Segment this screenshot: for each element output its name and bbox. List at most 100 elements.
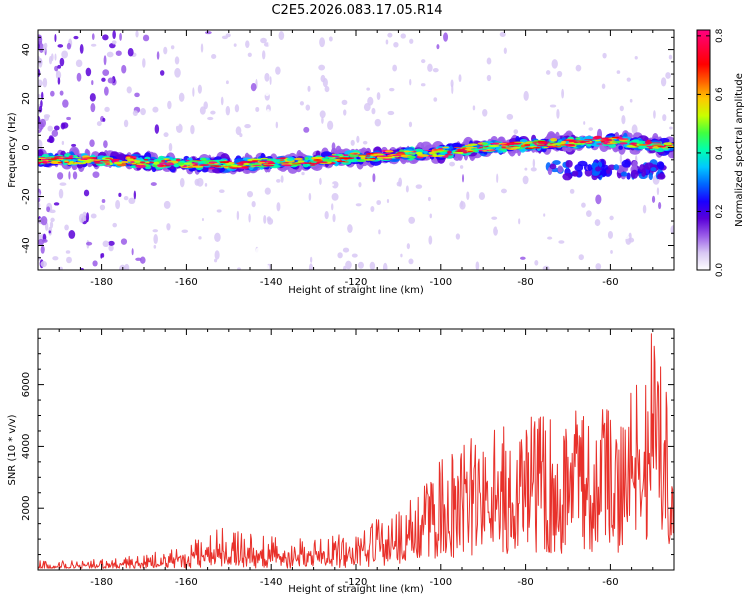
noise-cell xyxy=(92,260,98,267)
noise-cell xyxy=(245,40,250,48)
noise-cell xyxy=(415,235,419,240)
band-cell xyxy=(464,144,473,147)
noise-cell xyxy=(482,108,488,117)
noise-cell xyxy=(96,121,102,127)
band-cell xyxy=(356,159,367,163)
figure-title: C2E5.2026.083.17.05.R14 xyxy=(271,3,442,18)
noise-cell xyxy=(65,250,71,254)
band-cell xyxy=(579,142,587,144)
noise-cell xyxy=(214,258,218,263)
noise-cell xyxy=(42,77,48,88)
noise-cell xyxy=(78,213,85,223)
band-cell xyxy=(632,144,638,146)
band-cell xyxy=(644,140,653,145)
noise-cell xyxy=(228,187,233,192)
noise-cell xyxy=(319,37,325,48)
spectrogram-y-axis-label: Frequency (Hz) xyxy=(7,112,18,188)
band-cell xyxy=(479,144,484,146)
band-cell xyxy=(64,160,69,163)
noise-cell xyxy=(387,110,395,116)
noise-cell xyxy=(264,72,270,82)
noise-cell xyxy=(561,88,565,99)
band-cell xyxy=(521,142,531,144)
snr-y-axis-label: SNR (10 * v/v) xyxy=(7,414,18,485)
spectrogram-y-tick-label: 40 xyxy=(21,43,32,56)
noise-cell xyxy=(275,66,281,75)
noise-cell xyxy=(140,108,146,116)
noise-cell xyxy=(43,114,51,119)
noise-cell xyxy=(218,189,225,193)
noise-cell xyxy=(458,74,462,82)
noise-cell xyxy=(39,118,47,128)
band-cell xyxy=(191,162,199,165)
noise-cell xyxy=(102,69,110,76)
noise-cell xyxy=(342,247,350,253)
band-cell xyxy=(209,165,221,167)
spectrogram-panel: -180 -160 -140 -120 -100 -80 -60 -40 -20 0 20 40 H… xyxy=(7,29,675,296)
band-cell xyxy=(121,160,129,164)
band-branch-cell xyxy=(621,159,631,168)
band-cell xyxy=(585,142,593,144)
noise-cell xyxy=(513,129,519,135)
noise-cell xyxy=(198,236,202,240)
noise-cell xyxy=(558,240,565,244)
noise-cell xyxy=(79,44,84,54)
band-cell xyxy=(51,160,57,163)
noise-cell xyxy=(382,186,385,191)
noise-cell xyxy=(318,64,326,71)
noise-cell xyxy=(607,230,614,239)
band-cell xyxy=(532,147,541,149)
noise-cell xyxy=(86,241,93,246)
band-cell xyxy=(208,167,215,170)
band-cell xyxy=(286,158,294,162)
band-cell xyxy=(600,141,605,143)
noise-cell xyxy=(211,53,217,59)
band-cell xyxy=(152,164,158,168)
noise-cell xyxy=(358,182,362,188)
noise-cell xyxy=(389,87,395,92)
noise-cell xyxy=(102,34,109,41)
noise-cell xyxy=(132,110,138,117)
band-cell xyxy=(288,162,301,164)
noise-cell xyxy=(669,126,673,130)
band-cell xyxy=(84,161,90,163)
band-cell xyxy=(396,151,405,153)
noise-cell xyxy=(317,130,324,137)
noise-cell xyxy=(179,177,185,188)
noise-cell xyxy=(168,143,173,152)
band-cell xyxy=(618,145,623,150)
noise-cell xyxy=(622,235,630,239)
noise-cell xyxy=(532,158,536,168)
noise-cell xyxy=(225,105,231,116)
band-cell xyxy=(434,149,445,151)
noise-cell xyxy=(72,171,78,180)
noise-cell xyxy=(503,47,507,55)
noise-cell xyxy=(385,39,389,45)
noise-cell xyxy=(337,252,343,259)
noise-cell xyxy=(61,122,69,129)
band-cell xyxy=(457,151,464,154)
noise-cell xyxy=(58,188,64,199)
band-cell xyxy=(240,166,251,168)
noise-cell xyxy=(353,208,360,213)
noise-cell xyxy=(466,191,470,200)
noise-cell xyxy=(496,173,499,184)
noise-cell xyxy=(181,229,189,234)
band-cell xyxy=(218,161,231,163)
band-branch-cell xyxy=(658,161,665,170)
band-cell xyxy=(646,145,654,148)
noise-cell xyxy=(73,35,79,40)
noise-cell xyxy=(486,74,492,82)
noise-cell xyxy=(489,36,493,43)
noise-cell xyxy=(119,32,122,41)
noise-cell xyxy=(324,211,329,220)
noise-cell xyxy=(518,218,521,225)
band-cell xyxy=(501,146,506,148)
band-cell xyxy=(526,141,539,143)
band-cell xyxy=(333,154,344,157)
band-cell xyxy=(177,162,185,166)
noise-cell xyxy=(366,87,370,91)
colorbar-tick-label: 0.0 xyxy=(715,263,725,278)
band-cell xyxy=(113,161,123,165)
band-cell xyxy=(251,158,263,161)
